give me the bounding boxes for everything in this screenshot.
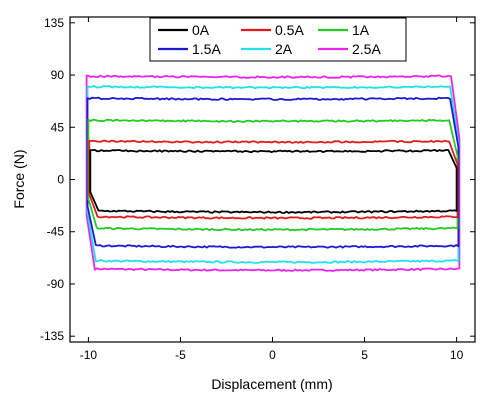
hysteresis-loops <box>85 74 461 272</box>
legend: 0A 0.5A 1A 1.5A 2A 2.5A <box>149 17 407 62</box>
loop-0a <box>89 149 458 214</box>
x-axis-title: Displacement (mm) <box>211 376 332 392</box>
y-tick-label: -90 <box>47 277 65 291</box>
x-tick-label: 0 <box>269 348 276 362</box>
y-tick-label: -45 <box>47 225 65 239</box>
y-tick-label: 0 <box>57 173 64 187</box>
x-axis-ticks: -10 -5 0 5 10 <box>80 17 464 362</box>
legend-label: 1A <box>352 22 370 38</box>
y-tick-label: 90 <box>51 68 65 82</box>
y-tick-label: -135 <box>40 329 64 343</box>
x-tick-label: -5 <box>175 348 186 362</box>
loop-1a <box>87 118 459 232</box>
legend-box <box>149 17 407 62</box>
x-tick-label: 10 <box>450 348 464 362</box>
loop-1p5a <box>86 96 460 249</box>
legend-label: 0.5A <box>275 22 304 38</box>
x-tick-label: -10 <box>80 348 98 362</box>
loop-2p5a <box>85 74 461 272</box>
y-tick-label: 45 <box>51 120 65 134</box>
legend-label: 1.5A <box>192 41 221 57</box>
legend-label: 2.5A <box>352 41 381 57</box>
loop-0p5a <box>88 139 459 220</box>
plot-frame <box>69 16 476 343</box>
loop-2a <box>86 85 460 264</box>
y-axis-ticks: -135 -90 -45 0 45 90 135 <box>40 16 475 343</box>
y-tick-label: 135 <box>44 16 64 30</box>
legend-label: 2A <box>275 41 293 57</box>
y-axis-title: Force (N) <box>11 149 27 208</box>
legend-label: 0A <box>192 22 210 38</box>
x-tick-label: 5 <box>361 348 368 362</box>
